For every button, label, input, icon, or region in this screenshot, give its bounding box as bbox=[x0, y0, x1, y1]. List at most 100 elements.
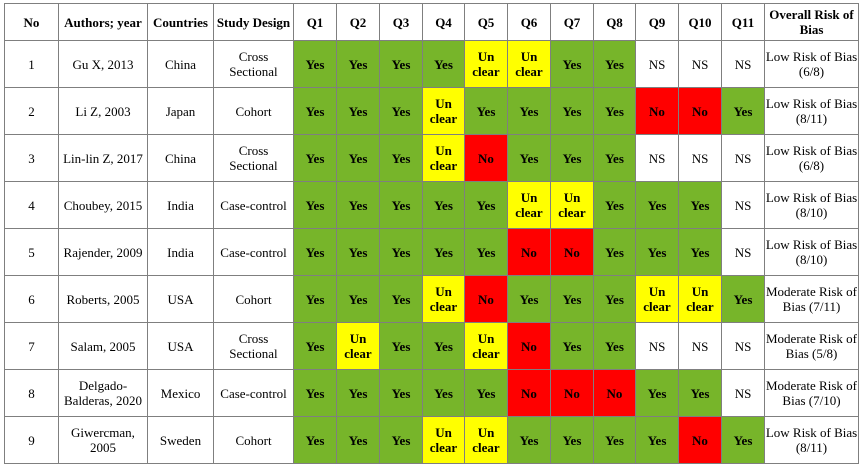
study-design-cell: Cross Sectional bbox=[213, 134, 294, 182]
header-q11: Q11 bbox=[721, 3, 765, 41]
study-design-cell: Cohort bbox=[213, 87, 294, 135]
table-row: 1 Gu X, 2013 China Cross Sectional Yes Yes Yes… bbox=[4, 40, 859, 88]
q8-answer-cell: Yes bbox=[593, 40, 636, 88]
q7-answer-cell: Yes bbox=[550, 275, 594, 323]
author-cell: Delgado-Balderas, 2020 bbox=[58, 369, 148, 417]
overall-risk-cell: Moderate Risk of Bias (7/10) bbox=[764, 369, 859, 417]
study-design-cell: Cohort bbox=[213, 275, 294, 323]
q2-answer-cell: Yes bbox=[336, 87, 380, 135]
country-cell: India bbox=[147, 181, 214, 229]
q3-answer-cell: Yes bbox=[379, 322, 423, 370]
header-q8: Q8 bbox=[593, 3, 636, 41]
q10-answer-cell: NS bbox=[678, 322, 722, 370]
table-row: 7 Salam, 2005 USA Cross Sectional Yes Un clea… bbox=[4, 322, 859, 370]
q8-answer-cell: Yes bbox=[593, 87, 636, 135]
row-number-cell: 8 bbox=[4, 369, 59, 417]
country-cell: Japan bbox=[147, 87, 214, 135]
q10-answer-cell: Yes bbox=[678, 369, 722, 417]
q6-answer-cell: No bbox=[507, 228, 551, 276]
overall-risk-cell: Low Risk of Bias (6/8) bbox=[764, 134, 859, 182]
q2-answer-cell: Yes bbox=[336, 369, 380, 417]
q4-answer-cell: Un clear bbox=[422, 275, 465, 323]
author-cell: Gu X, 2013 bbox=[58, 40, 148, 88]
header-q9: Q9 bbox=[635, 3, 679, 41]
q4-answer-cell: Yes bbox=[422, 181, 465, 229]
q5-answer-cell: No bbox=[464, 275, 508, 323]
q8-answer-cell: No bbox=[593, 369, 636, 417]
q5-answer-cell: Un clear bbox=[464, 40, 508, 88]
q1-answer-cell: Yes bbox=[293, 87, 337, 135]
q11-answer-cell: NS bbox=[721, 40, 765, 88]
q3-answer-cell: Yes bbox=[379, 228, 423, 276]
overall-risk-cell: Moderate Risk of Bias (7/11) bbox=[764, 275, 859, 323]
q10-answer-cell: Yes bbox=[678, 181, 722, 229]
q5-answer-cell: Yes bbox=[464, 369, 508, 417]
q10-answer-cell: Yes bbox=[678, 228, 722, 276]
table-row: 2 Li Z, 2003 Japan Cohort Yes Yes Yes Un clear Y… bbox=[4, 87, 859, 135]
table-row: 8 Delgado-Balderas, 2020 Mexico Case-contro… bbox=[4, 369, 859, 417]
q5-answer-cell: Yes bbox=[464, 228, 508, 276]
q8-answer-cell: Yes bbox=[593, 322, 636, 370]
q7-answer-cell: Yes bbox=[550, 40, 594, 88]
q6-answer-cell: No bbox=[507, 322, 551, 370]
q7-answer-cell: Un clear bbox=[550, 181, 594, 229]
country-cell: Mexico bbox=[147, 369, 214, 417]
row-number-cell: 9 bbox=[4, 416, 59, 464]
q4-answer-cell: Un clear bbox=[422, 87, 465, 135]
q2-answer-cell: Yes bbox=[336, 134, 380, 182]
q6-answer-cell: Yes bbox=[507, 87, 551, 135]
q11-answer-cell: Yes bbox=[721, 275, 765, 323]
q9-answer-cell: Yes bbox=[635, 181, 679, 229]
country-cell: USA bbox=[147, 322, 214, 370]
q3-answer-cell: Yes bbox=[379, 134, 423, 182]
q2-answer-cell: Yes bbox=[336, 40, 380, 88]
q10-answer-cell: NS bbox=[678, 40, 722, 88]
q10-answer-cell: NS bbox=[678, 134, 722, 182]
risk-of-bias-table: No Authors; year Countries Study Design … bbox=[4, 3, 859, 464]
q3-answer-cell: Yes bbox=[379, 369, 423, 417]
q7-answer-cell: Yes bbox=[550, 87, 594, 135]
q11-answer-cell: NS bbox=[721, 228, 765, 276]
q6-answer-cell: Un clear bbox=[507, 40, 551, 88]
q1-answer-cell: Yes bbox=[293, 181, 337, 229]
risk-of-bias-table-container: No Authors; year Countries Study Design … bbox=[4, 3, 859, 464]
table-row: 4 Choubey, 2015 India Case-control Yes Yes Yes… bbox=[4, 181, 859, 229]
author-cell: Li Z, 2003 bbox=[58, 87, 148, 135]
country-cell: India bbox=[147, 228, 214, 276]
row-number-cell: 3 bbox=[4, 134, 59, 182]
header-risk: Overall Risk of Bias bbox=[764, 3, 859, 41]
row-number-cell: 1 bbox=[4, 40, 59, 88]
q2-answer-cell: Yes bbox=[336, 228, 380, 276]
country-cell: USA bbox=[147, 275, 214, 323]
study-design-cell: Cross Sectional bbox=[213, 40, 294, 88]
q1-answer-cell: Yes bbox=[293, 322, 337, 370]
row-number-cell: 7 bbox=[4, 322, 59, 370]
study-design-cell: Case-control bbox=[213, 181, 294, 229]
q4-answer-cell: Yes bbox=[422, 40, 465, 88]
header-q7: Q7 bbox=[550, 3, 594, 41]
author-cell: Salam, 2005 bbox=[58, 322, 148, 370]
header-row: No Authors; year Countries Study Design … bbox=[4, 3, 859, 41]
q4-answer-cell: Yes bbox=[422, 322, 465, 370]
author-cell: Lin-lin Z, 2017 bbox=[58, 134, 148, 182]
q5-answer-cell: Yes bbox=[464, 181, 508, 229]
q1-answer-cell: Yes bbox=[293, 40, 337, 88]
header-q5: Q5 bbox=[464, 3, 508, 41]
q7-answer-cell: Yes bbox=[550, 134, 594, 182]
q1-answer-cell: Yes bbox=[293, 416, 337, 464]
overall-risk-cell: Moderate Risk of Bias (5/8) bbox=[764, 322, 859, 370]
q5-answer-cell: No bbox=[464, 134, 508, 182]
header-q4: Q4 bbox=[422, 3, 465, 41]
q4-answer-cell: Un clear bbox=[422, 134, 465, 182]
q7-answer-cell: No bbox=[550, 228, 594, 276]
q10-answer-cell: Un clear bbox=[678, 275, 722, 323]
study-design-cell: Case-control bbox=[213, 369, 294, 417]
q8-answer-cell: Yes bbox=[593, 228, 636, 276]
header-author: Authors; year bbox=[58, 3, 148, 41]
study-design-cell: Case-control bbox=[213, 228, 294, 276]
q11-answer-cell: Yes bbox=[721, 416, 765, 464]
header-q3: Q3 bbox=[379, 3, 423, 41]
q1-answer-cell: Yes bbox=[293, 369, 337, 417]
q10-answer-cell: No bbox=[678, 87, 722, 135]
row-number-cell: 6 bbox=[4, 275, 59, 323]
